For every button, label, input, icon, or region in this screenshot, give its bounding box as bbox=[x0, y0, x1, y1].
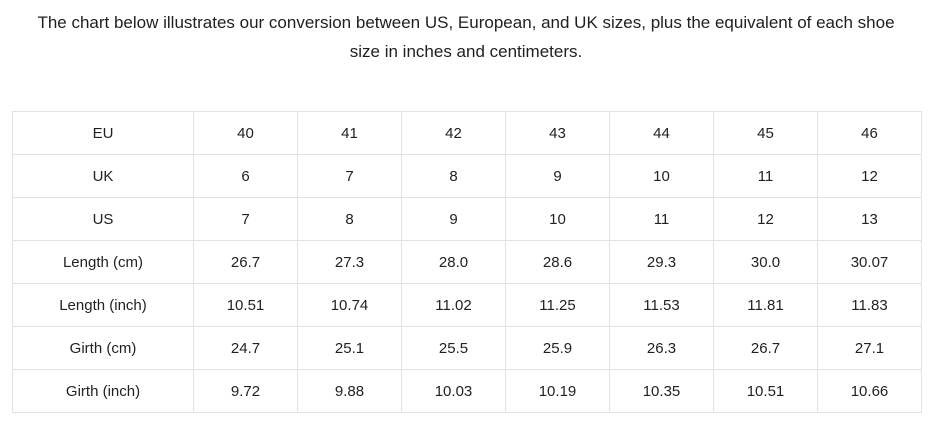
size-conversion-table: EU 40 41 42 43 44 45 46 UK 6 7 8 9 10 11 12 US 7 8 9 10 11 12 1… bbox=[12, 111, 922, 413]
table-cell: 26.3 bbox=[609, 326, 714, 370]
table-cell: 46 bbox=[817, 111, 922, 155]
table-cell: 9 bbox=[401, 197, 506, 241]
table-cell: 8 bbox=[297, 197, 402, 241]
table-cell: 40 bbox=[193, 111, 298, 155]
chart-description-text: The chart below illustrates our conversi… bbox=[37, 13, 895, 61]
table-cell: 10.51 bbox=[713, 369, 818, 413]
table-cell: 10.51 bbox=[193, 283, 298, 327]
table-cell: 8 bbox=[401, 154, 506, 198]
table-row: EU 40 41 42 43 44 45 46 bbox=[12, 111, 922, 155]
table-row: Length (cm) 26.7 27.3 28.0 28.6 29.3 30.0 30.07 bbox=[12, 240, 922, 284]
row-label: Girth (cm) bbox=[12, 326, 194, 370]
table-cell: 27.3 bbox=[297, 240, 402, 284]
table-cell: 10.74 bbox=[297, 283, 402, 327]
table-cell: 10.19 bbox=[505, 369, 610, 413]
table-cell: 12 bbox=[817, 154, 922, 198]
table-row: US 7 8 9 10 11 12 13 bbox=[12, 197, 922, 241]
table-row: Length (inch) 10.51 10.74 11.02 11.25 11.53 11… bbox=[12, 283, 922, 327]
table-cell: 11.02 bbox=[401, 283, 506, 327]
table-cell: 45 bbox=[713, 111, 818, 155]
table-cell: 11.81 bbox=[713, 283, 818, 327]
row-label: Length (cm) bbox=[12, 240, 194, 284]
table-cell: 28.0 bbox=[401, 240, 506, 284]
table-cell: 6 bbox=[193, 154, 298, 198]
table-cell: 42 bbox=[401, 111, 506, 155]
table-cell: 10 bbox=[505, 197, 610, 241]
row-label: UK bbox=[12, 154, 194, 198]
table-cell: 9.88 bbox=[297, 369, 402, 413]
table-cell: 10.66 bbox=[817, 369, 922, 413]
table-cell: 11 bbox=[713, 154, 818, 198]
table-cell: 24.7 bbox=[193, 326, 298, 370]
table-cell: 11 bbox=[609, 197, 714, 241]
table-cell: 9.72 bbox=[193, 369, 298, 413]
table-cell: 11.83 bbox=[817, 283, 922, 327]
table-cell: 12 bbox=[713, 197, 818, 241]
table-cell: 7 bbox=[193, 197, 298, 241]
row-label: Length (inch) bbox=[12, 283, 194, 327]
table-cell: 11.53 bbox=[609, 283, 714, 327]
table-cell: 28.6 bbox=[505, 240, 610, 284]
table-cell: 25.5 bbox=[401, 326, 506, 370]
table-cell: 43 bbox=[505, 111, 610, 155]
table-cell: 7 bbox=[297, 154, 402, 198]
row-label: US bbox=[12, 197, 194, 241]
table-row: UK 6 7 8 9 10 11 12 bbox=[12, 154, 922, 198]
table-cell: 41 bbox=[297, 111, 402, 155]
table-cell: 25.1 bbox=[297, 326, 402, 370]
table-cell: 26.7 bbox=[713, 326, 818, 370]
table-cell: 11.25 bbox=[505, 283, 610, 327]
table-cell: 13 bbox=[817, 197, 922, 241]
table-cell: 10.35 bbox=[609, 369, 714, 413]
table-cell: 27.1 bbox=[817, 326, 922, 370]
row-label: Girth (inch) bbox=[12, 369, 194, 413]
table-cell: 10.03 bbox=[401, 369, 506, 413]
table-cell: 30.07 bbox=[817, 240, 922, 284]
table-row: Girth (cm) 24.7 25.1 25.5 25.9 26.3 26.7 27.1 bbox=[12, 326, 922, 370]
table-cell: 25.9 bbox=[505, 326, 610, 370]
size-table-body: EU 40 41 42 43 44 45 46 UK 6 7 8 9 10 11 12 US 7 8 9 10 11 12 1… bbox=[12, 111, 922, 413]
table-cell: 29.3 bbox=[609, 240, 714, 284]
row-label: EU bbox=[12, 111, 194, 155]
table-cell: 10 bbox=[609, 154, 714, 198]
table-cell: 26.7 bbox=[193, 240, 298, 284]
table-cell: 30.0 bbox=[713, 240, 818, 284]
table-row: Girth (inch) 9.72 9.88 10.03 10.19 10.35 10.51… bbox=[12, 369, 922, 413]
table-cell: 9 bbox=[505, 154, 610, 198]
table-cell: 44 bbox=[609, 111, 714, 155]
